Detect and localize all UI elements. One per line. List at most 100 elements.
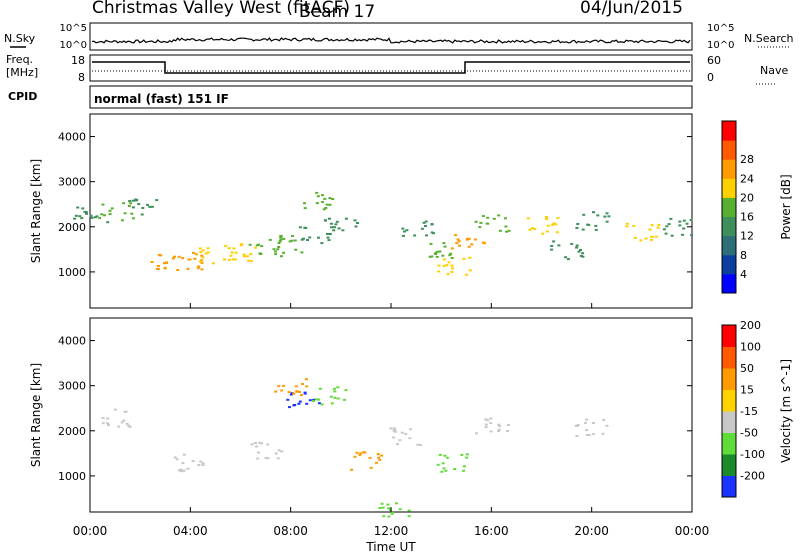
panel-frame bbox=[89, 113, 693, 309]
data-cell bbox=[581, 255, 585, 258]
colorbar-segment bbox=[722, 325, 736, 347]
data-cell bbox=[293, 239, 297, 242]
data-cell bbox=[387, 507, 391, 510]
data-cell bbox=[93, 216, 97, 219]
data-cell bbox=[288, 240, 292, 243]
data-cell bbox=[670, 234, 674, 237]
colorbar-tick-label: 20 bbox=[740, 191, 754, 204]
data-cell bbox=[131, 217, 135, 220]
x-tick-label: 08:00 bbox=[273, 524, 308, 538]
data-cell bbox=[570, 242, 574, 245]
data-cell bbox=[656, 226, 660, 229]
data-cell bbox=[682, 227, 686, 230]
noise-panel-frame bbox=[89, 22, 693, 51]
data-cell bbox=[199, 251, 203, 254]
data-cell bbox=[256, 457, 260, 460]
data-cell bbox=[678, 220, 682, 223]
data-cell bbox=[308, 399, 312, 402]
data-cell bbox=[376, 453, 380, 456]
nave-tick-top: 60 bbox=[707, 54, 721, 67]
colorbar-segment bbox=[722, 368, 736, 390]
x-axis-label: Time UT bbox=[365, 540, 416, 554]
data-cell bbox=[155, 199, 159, 202]
y-tick-label: 1000 bbox=[58, 470, 86, 483]
data-cell bbox=[110, 207, 114, 210]
data-cell bbox=[442, 258, 446, 261]
data-cell bbox=[481, 215, 485, 218]
data-cell bbox=[506, 430, 510, 432]
data-cell bbox=[257, 451, 261, 454]
data-cell bbox=[557, 244, 561, 247]
data-cell bbox=[442, 467, 446, 470]
colorbar-segment bbox=[722, 178, 736, 198]
data-cell bbox=[127, 205, 131, 207]
data-cell bbox=[198, 247, 202, 250]
data-cell bbox=[302, 237, 305, 240]
data-cell bbox=[131, 206, 135, 209]
colorbar-tick-label: 28 bbox=[740, 153, 754, 166]
data-cell bbox=[182, 453, 186, 456]
data-cell bbox=[530, 227, 534, 230]
data-cell bbox=[197, 265, 201, 268]
data-cell bbox=[425, 234, 428, 237]
data-cell bbox=[274, 452, 278, 455]
y-axis-label: Slant Range [km] bbox=[29, 159, 43, 263]
colorbar-tick-label: 15 bbox=[740, 384, 754, 397]
data-cell bbox=[127, 424, 131, 427]
data-cell bbox=[424, 225, 427, 227]
data-cell bbox=[368, 456, 372, 459]
noise-tick-top-left: 10^5 bbox=[60, 23, 87, 34]
data-cell bbox=[298, 226, 302, 229]
data-cell bbox=[120, 219, 124, 222]
data-cell bbox=[497, 214, 501, 217]
data-cell bbox=[579, 254, 583, 257]
data-cell bbox=[328, 233, 332, 235]
data-cell bbox=[332, 229, 336, 232]
data-cell bbox=[378, 458, 382, 461]
data-cell bbox=[162, 262, 166, 265]
data-cell bbox=[468, 269, 472, 272]
data-cell bbox=[579, 249, 582, 251]
colorbar-frame bbox=[721, 324, 737, 498]
data-cell bbox=[279, 235, 283, 238]
data-cell bbox=[541, 232, 545, 235]
data-cell bbox=[300, 251, 304, 254]
data-cell bbox=[328, 217, 331, 220]
data-cell bbox=[497, 428, 501, 431]
data-cell bbox=[131, 199, 135, 202]
data-cell bbox=[277, 385, 281, 388]
data-cell bbox=[250, 443, 254, 446]
data-cell bbox=[274, 250, 277, 253]
data-cell bbox=[424, 220, 428, 223]
data-cell bbox=[546, 224, 550, 227]
data-cell bbox=[447, 261, 451, 264]
x-tick-label: 20:00 bbox=[574, 524, 609, 538]
data-cell bbox=[260, 245, 264, 248]
data-cell bbox=[330, 402, 334, 405]
data-cell bbox=[242, 255, 246, 258]
colorbar-tick-label: 16 bbox=[740, 211, 754, 224]
data-cell bbox=[462, 469, 466, 472]
data-cell bbox=[331, 198, 335, 200]
data-cell bbox=[678, 224, 682, 227]
data-cell bbox=[304, 378, 308, 381]
data-cell bbox=[287, 391, 291, 394]
data-cell bbox=[408, 437, 412, 440]
data-cell bbox=[188, 258, 192, 261]
data-cell bbox=[108, 213, 112, 216]
data-cell bbox=[318, 387, 322, 390]
data-cell bbox=[200, 268, 204, 271]
data-cell bbox=[550, 245, 554, 247]
data-cell bbox=[437, 270, 441, 273]
data-cell bbox=[78, 215, 82, 218]
colorbar-tick-label: 8 bbox=[740, 249, 747, 262]
data-cell bbox=[650, 235, 654, 238]
data-cell bbox=[175, 458, 179, 461]
data-cell bbox=[403, 230, 406, 233]
data-cell bbox=[405, 229, 409, 232]
data-cell bbox=[354, 225, 358, 228]
data-cell bbox=[507, 229, 511, 232]
colorbar-tick-label: 12 bbox=[740, 230, 754, 243]
data-cell bbox=[231, 258, 235, 261]
data-cell bbox=[329, 222, 333, 225]
